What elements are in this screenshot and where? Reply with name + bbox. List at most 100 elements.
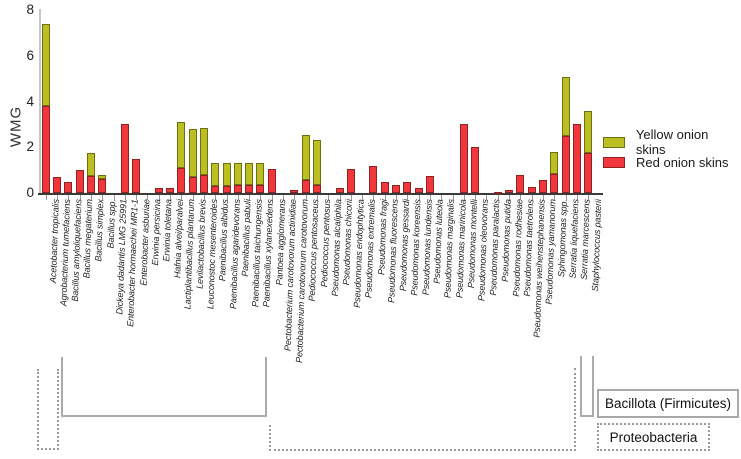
y-tick-label: 8 <box>26 2 34 17</box>
x-axis-tick <box>237 194 239 200</box>
bacillota-group-label: Bacillota (Firmicutes) <box>604 396 732 411</box>
x-axis-line <box>38 193 603 195</box>
bar-red-segment <box>392 184 400 193</box>
bacillota-bracket-left <box>61 357 267 417</box>
bar-red-segment <box>233 184 242 193</box>
legend-swatch-red <box>603 156 625 168</box>
x-axis-tick <box>203 194 205 200</box>
bar-red-segment <box>120 124 129 193</box>
x-axis-label: Lactiplantibacillus plantarum <box>182 199 197 310</box>
x-axis-label: Leuconostoc mesenteroides <box>205 199 219 310</box>
x-axis-tick <box>158 194 160 200</box>
bar-red-segment <box>538 180 547 193</box>
bar-red-segment <box>403 181 412 193</box>
bar-yellow-segment <box>211 163 220 187</box>
x-axis-tick <box>305 194 307 200</box>
legend-item-red: Red onion skins <box>603 152 741 172</box>
bacillota-group-box: Bacillota (Firmicutes) <box>597 389 739 418</box>
x-axis-tick <box>260 194 262 200</box>
x-axis-tick <box>565 194 567 200</box>
bar-red-segment <box>245 184 254 193</box>
x-axis-tick <box>249 194 251 200</box>
bar-red-segment <box>290 189 299 193</box>
bar-red-segment <box>493 191 502 194</box>
bar-yellow-segment <box>312 140 321 185</box>
bacillota-bracket-right <box>580 356 594 417</box>
bar-yellow-segment <box>584 110 593 153</box>
bar-yellow-segment <box>233 163 242 185</box>
bar-red-segment <box>98 179 107 193</box>
x-axis-tick <box>486 194 488 200</box>
x-axis-label: Paenibacillus agaridevorans <box>227 199 242 310</box>
x-axis-tick <box>509 194 510 200</box>
bar-red-segment <box>584 152 593 193</box>
bar-yellow-segment <box>222 163 231 187</box>
bar-red-segment <box>561 135 570 193</box>
proteobacteria-bracket-arm <box>269 425 271 451</box>
bar-red-segment <box>414 188 423 193</box>
bar-red-segment <box>64 181 73 193</box>
x-axis-tick <box>576 194 578 200</box>
bar-red-segment <box>527 187 536 193</box>
x-axis-tick <box>283 194 284 200</box>
x-axis-tick <box>102 194 104 200</box>
x-axis-tick <box>463 194 465 200</box>
x-axis-label: Pseudomonas yamanorum <box>544 199 558 305</box>
legend-item-yellow: Yellow onion skins <box>603 127 741 157</box>
x-axis-tick <box>554 194 556 200</box>
x-axis-tick <box>147 194 149 200</box>
x-axis-tick <box>192 194 194 200</box>
x-axis-tick <box>362 194 364 200</box>
bar-red-segment <box>177 167 186 193</box>
bar-red-segment <box>425 175 434 193</box>
x-axis-tick <box>271 194 273 200</box>
x-axis-tick <box>316 194 318 200</box>
bar-yellow-segment <box>301 134 310 181</box>
bar-yellow-segment <box>188 128 197 177</box>
x-axis-tick <box>373 194 375 200</box>
bar-red-segment <box>256 184 265 193</box>
bar-red-segment <box>154 188 163 193</box>
x-axis-tick <box>452 194 454 200</box>
bar-red-segment <box>86 175 95 193</box>
x-axis-tick <box>45 194 47 200</box>
x-axis-tick <box>497 194 499 200</box>
bar-red-segment <box>301 180 310 193</box>
y-tick-label: 0 <box>26 185 34 200</box>
bar-yellow-segment <box>550 151 559 174</box>
bar-red-segment <box>75 170 84 193</box>
bar-red-segment <box>41 106 50 193</box>
bar-yellow-segment <box>86 152 95 176</box>
x-axis-label: Bacillus spp. <box>105 199 118 249</box>
x-axis-label: Staphylococcus pasterii <box>589 199 604 292</box>
x-axis-tick <box>384 194 386 200</box>
x-axis-tick <box>136 194 138 200</box>
x-axis-label: Bacillus amyloliquefaciens <box>69 199 84 302</box>
x-axis-tick <box>531 194 533 200</box>
y-axis-line <box>39 9 41 193</box>
proteobacteria-group-box: Proteobacteria <box>597 423 710 451</box>
bar-red-segment <box>166 188 174 193</box>
x-axis-label: Pseudomonas extremalis <box>363 199 378 299</box>
x-axis-tick <box>441 194 443 200</box>
x-axis-tick <box>68 194 70 200</box>
bar-yellow-segment <box>199 127 208 175</box>
bar-yellow-segment <box>561 77 570 136</box>
x-axis-label: Pseudomonas putida <box>499 199 513 283</box>
bar-red-segment <box>471 147 480 193</box>
x-axis-label: Erwinia toletana <box>161 199 174 262</box>
bar-red-segment <box>188 176 197 193</box>
x-axis-label: Bacillus megaterium <box>81 199 95 279</box>
x-axis-label: Enterobacter asburiae <box>138 199 152 286</box>
x-axis-tick <box>429 194 431 200</box>
x-axis-tick <box>90 194 92 200</box>
x-axis-tick <box>520 194 522 200</box>
x-axis-tick <box>113 194 115 200</box>
x-axis-tick <box>226 194 228 200</box>
bar-yellow-segment <box>256 163 265 185</box>
x-axis-tick <box>215 194 217 200</box>
x-axis-tick <box>588 194 590 200</box>
x-axis-tick <box>396 194 397 200</box>
x-axis-tick <box>542 194 544 200</box>
bar-red-segment <box>550 173 559 193</box>
